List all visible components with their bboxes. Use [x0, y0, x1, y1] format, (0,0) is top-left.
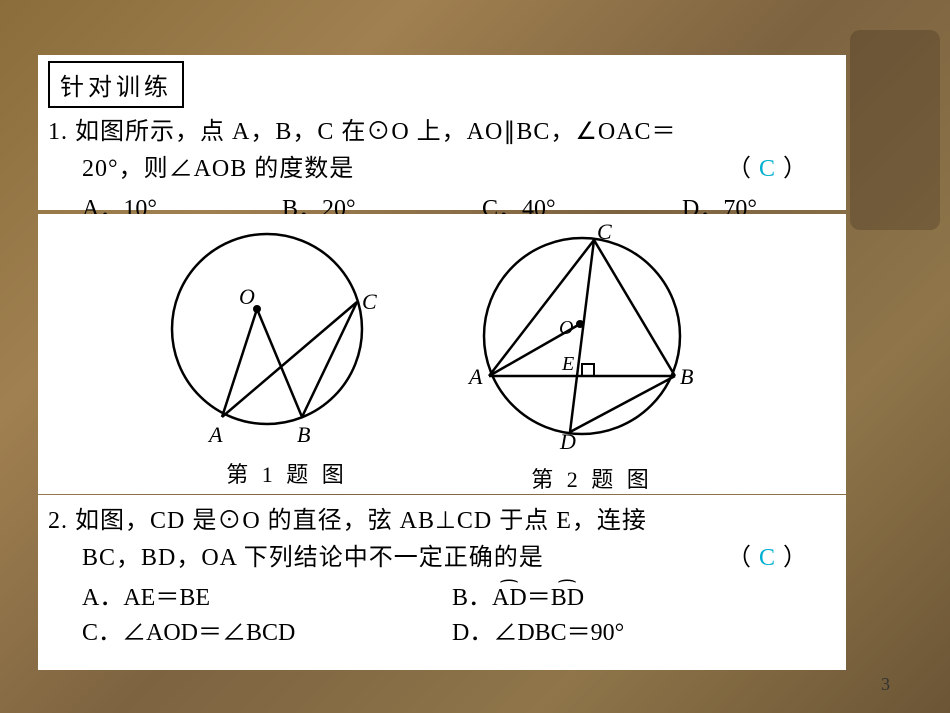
q1-line2-row: 20°，则∠AOB 的度数是 （ C ）: [48, 151, 836, 188]
bg-ornament-top: [850, 30, 940, 230]
q2-arc-ad: AD: [492, 585, 527, 612]
q1-line2: 20°，则∠AOB 的度数是: [82, 156, 354, 182]
svg-text:B: B: [680, 364, 693, 389]
figure-2-svg: C O E A B D: [467, 224, 717, 449]
figures-row: O C A B 第 1 题 图: [167, 224, 717, 494]
panel-q2: 2. 如图，CD 是⊙O 的直径，弦 AB⊥CD 于点 E，连接 BC，BD，O…: [38, 495, 846, 670]
page-number: 3: [881, 674, 890, 695]
q2-line2-row: BC，BD，OA 下列结论中不一定正确的是 （ C ）: [48, 540, 836, 577]
q2-opt-b-prefix: B．: [452, 585, 492, 611]
svg-text:O: O: [239, 284, 255, 309]
q1-line1: 1. 如图所示，点 A，B，C 在⊙O 上，AO∥BC，∠OAC＝: [48, 114, 836, 151]
q1-answer-paren: （ C ）: [727, 151, 808, 188]
svg-text:D: D: [559, 429, 576, 449]
q2-option-b: B．AD＝BD: [452, 577, 802, 612]
q1-answer: C: [759, 156, 776, 182]
q2-option-a: A．AE＝BE: [82, 577, 452, 612]
figure-1-block: O C A B 第 1 题 图: [167, 224, 407, 494]
panel-q1: 针对训练 1. 如图所示，点 A，B，C 在⊙O 上，AO∥BC，∠OAC＝ 2…: [38, 55, 846, 210]
q2-options-row2: C．∠AOD＝∠BCD D．∠DBC＝90°: [48, 612, 836, 647]
q2-answer: C: [759, 545, 776, 571]
q2-option-d: D．∠DBC＝90°: [452, 612, 802, 647]
figure-1-svg: O C A B: [167, 224, 407, 444]
q2-line1: 2. 如图，CD 是⊙O 的直径，弦 AB⊥CD 于点 E，连接: [48, 503, 836, 540]
q2-line2: BC，BD，OA 下列结论中不一定正确的是: [82, 545, 544, 571]
figure-2-caption: 第 2 题 图: [467, 462, 717, 494]
svg-text:A: A: [467, 364, 483, 389]
svg-text:C: C: [597, 224, 612, 244]
svg-text:C: C: [362, 289, 377, 314]
svg-text:O: O: [559, 317, 573, 339]
q2-answer-paren: （ C ）: [727, 540, 808, 577]
panel-figures: O C A B 第 1 题 图: [38, 214, 846, 494]
svg-text:B: B: [297, 422, 310, 444]
svg-text:E: E: [561, 353, 574, 375]
figure-2-block: C O E A B D 第 2 题 图: [467, 224, 717, 494]
svg-text:A: A: [207, 422, 223, 444]
section-title: 针对训练: [48, 61, 184, 108]
q2-option-c: C．∠AOD＝∠BCD: [82, 612, 452, 647]
q2-options-row1: A．AE＝BE B．AD＝BD: [48, 577, 836, 612]
q2-arc-bd: BD: [551, 585, 584, 612]
figure-1-caption: 第 1 题 图: [167, 457, 407, 489]
q2-opt-b-eq: ＝: [527, 585, 551, 611]
